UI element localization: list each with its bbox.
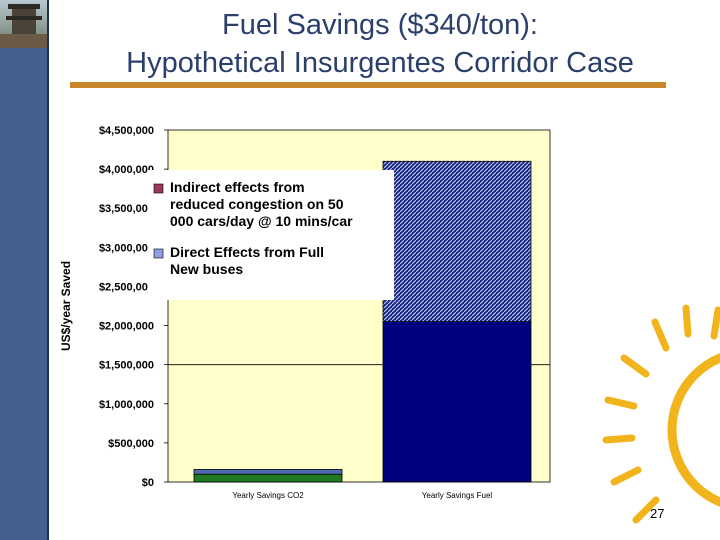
legend-label: New buses xyxy=(170,261,243,277)
title-line-2: Hypothetical Insurgentes Corridor Case xyxy=(126,47,634,79)
y-tick-label: $4,500,000 xyxy=(99,125,154,137)
y-tick-label: $1,000,000 xyxy=(99,399,154,411)
legend-label: Direct Effects from Full xyxy=(170,244,324,260)
city-tower-photo xyxy=(0,0,48,48)
y-tick-label: $3,500,000 xyxy=(99,203,154,215)
y-tick-label: $2,000,000 xyxy=(99,321,154,333)
bar-segment xyxy=(193,473,343,483)
slide-title: Fuel Savings ($340/ton): Hypothetical In… xyxy=(60,6,700,82)
bar-segment xyxy=(382,160,532,323)
savings-bar-chart: $0 $500,000 $1,000,000 $1,500,000 $2,000,000… xyxy=(59,125,551,500)
legend-swatch xyxy=(153,248,164,259)
bar-segment xyxy=(193,469,343,475)
sidebar-panel xyxy=(0,0,48,540)
y-tick-label: $1,500,000 xyxy=(99,360,154,372)
x-tick-label: Yearly Savings Fuel xyxy=(422,491,493,500)
y-axis-label: US$/year Saved xyxy=(59,261,73,351)
x-tick-label: Yearly Savings CO2 xyxy=(232,491,304,500)
legend-label: reduced congestion on 50 xyxy=(170,196,344,212)
y-tick-label: $2,500,000 xyxy=(99,281,154,293)
title-line-1: Fuel Savings ($340/ton): xyxy=(222,9,538,41)
sun-logo-icon xyxy=(602,304,720,524)
bar-segment xyxy=(382,321,532,483)
title-underline xyxy=(70,82,666,88)
y-tick-label: $3,000,000 xyxy=(99,242,154,254)
legend-swatch xyxy=(153,183,164,194)
sidebar-edge xyxy=(47,0,49,540)
legend-box xyxy=(148,170,394,300)
y-tick-label: $4,000,000 xyxy=(99,164,154,176)
y-tick-label: $500,000 xyxy=(108,438,154,450)
legend-label: 000 cars/day @ 10 mins/car xyxy=(170,213,353,229)
legend-label: Indirect effects from xyxy=(170,179,305,195)
y-tick-label: $0 xyxy=(142,477,154,489)
page-number: 27 xyxy=(650,506,665,521)
